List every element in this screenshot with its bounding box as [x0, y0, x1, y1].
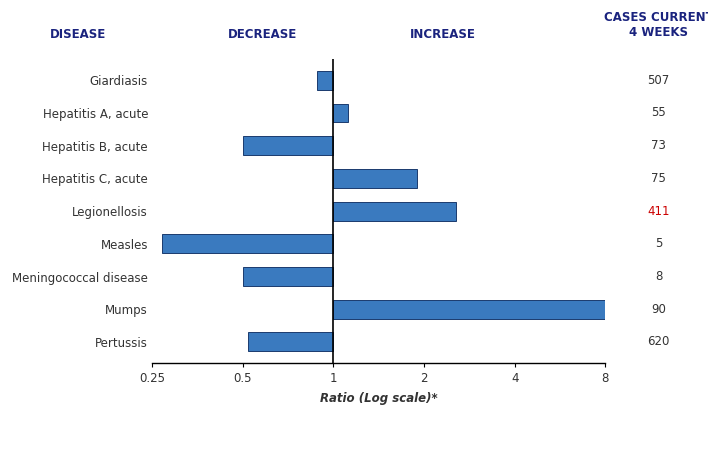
Bar	[243, 267, 333, 286]
Text: 5: 5	[655, 237, 662, 250]
Text: 90: 90	[651, 303, 666, 316]
Text: 55: 55	[651, 107, 666, 119]
Text: 8: 8	[655, 270, 662, 283]
Text: CASES CURRENT
4 WEEKS: CASES CURRENT 4 WEEKS	[603, 10, 708, 39]
Bar	[333, 104, 348, 123]
Text: DISEASE: DISEASE	[50, 28, 106, 41]
Bar	[243, 136, 333, 155]
Text: 507: 507	[647, 74, 670, 87]
Text: 411: 411	[647, 205, 670, 217]
Text: DECREASE: DECREASE	[228, 28, 297, 41]
Bar	[333, 202, 456, 221]
Text: 75: 75	[651, 172, 666, 185]
Bar	[162, 234, 333, 253]
Text: INCREASE: INCREASE	[409, 28, 475, 41]
Text: 620: 620	[647, 336, 670, 348]
Text: 73: 73	[651, 139, 666, 152]
Bar	[333, 300, 605, 319]
Bar	[248, 332, 333, 351]
Bar	[316, 71, 333, 90]
X-axis label: Ratio (Log scale)*: Ratio (Log scale)*	[320, 392, 438, 405]
Bar	[333, 169, 418, 188]
